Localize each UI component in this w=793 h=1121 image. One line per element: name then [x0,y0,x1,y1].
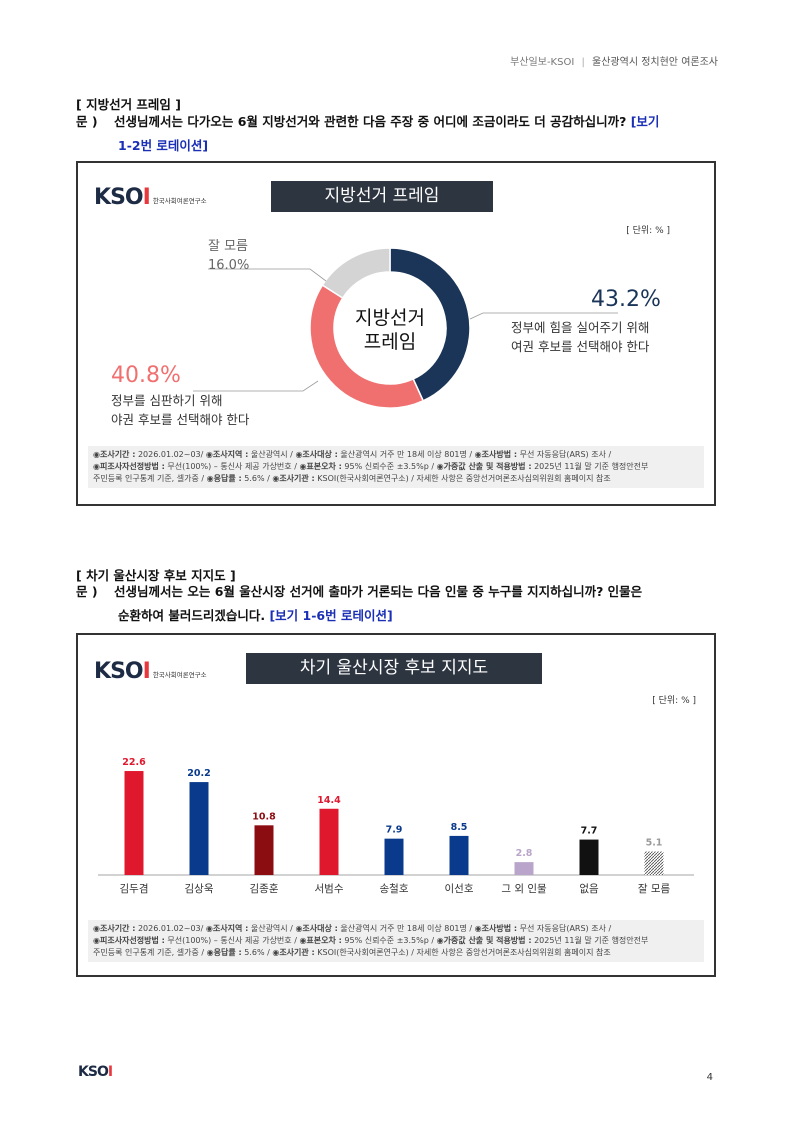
question-tag-cont: 1-2번 로테이션] [118,138,209,153]
survey-footnote: ◉조사기간 : 2026.01.02~03/ ◉조사지역 : 울산광역시 / ◉… [88,920,704,962]
x-tick-label: 없음 [579,882,599,895]
bar-5 [384,838,404,875]
donut-center-label: 프레임 [364,331,416,353]
bar-value-label: 22.6 [122,757,146,768]
bar-chart: 22.6 김두겸 20.2 김상욱 10.8 김종훈 14.4 서범수 7.9 송철호 8.5 이선호… [98,757,694,895]
footer-logo: KSOI [78,1064,113,1080]
chart-panel-frame: KSOI 한국사회여론연구소 지방선거 프레임 [ 단위: % ] 지방선거 프레… [76,161,716,506]
chart-title: 지방선거 프레임 [271,181,493,212]
bar-value-label: 5.1 [646,838,663,849]
bar-8 [579,839,599,875]
bar-6 [449,835,469,875]
question-prefix: 문 ) [76,584,98,599]
bar-7 [514,862,534,875]
unit-label: [ 단위: % ] [626,226,670,236]
x-tick-label: 이선호 [445,883,474,895]
bar-value-label: 20.2 [187,768,210,779]
bar-3 [254,825,274,875]
donut-slice-1 [389,247,471,402]
question-text-cont: 순환하여 불러드리겠습니다. [118,608,266,623]
leader-line-1 [469,312,618,320]
unit-label: [ 단위: % ] [652,696,696,706]
donut-center-label: 지방선거 [355,307,425,329]
x-tick-label: 서범수 [315,883,344,895]
x-tick-label: 김종훈 [250,882,279,895]
question-prefix: 문 ) [76,114,98,129]
slice-desc-3: 잘 모름 16.0% [208,239,250,273]
page-header: 부산일보-KSOI | 울산광역시 정치현안 여론조사 [510,53,718,68]
bar-9 [644,851,664,875]
header-right: 울산광역시 정치현안 여론조사 [592,57,718,68]
slice-desc-1: 정부에 힘을 실어주기 위해 여권 후보를 선택해야 한다 [511,320,650,354]
header-left: 부산일보-KSOI [510,57,575,68]
bar-value-label: 14.4 [317,795,341,806]
leader-line-2 [193,380,319,392]
chart-title: 차기 울산시장 후보 지지도 [246,653,542,684]
bar-2 [189,782,209,875]
x-tick-label: 그 외 인물 [501,883,547,895]
question-text: 선생님께서는 오는 6월 울산시장 선거에 출마가 거론되는 다음 인물 중 누… [114,584,643,599]
x-tick-label: 송철호 [380,883,409,895]
bar-value-label: 7.9 [386,825,403,836]
leader-line-3 [208,268,327,282]
question-text: 선생님께서는 다가오는 6월 지방선거와 관련한 다음 주장 중 어디에 조금이… [114,114,627,129]
bar-4 [319,808,339,875]
question-tag: [보기 1-6번 로테이션] [269,608,393,623]
ksoi-logo: KSOI 한국사회여론연구소 [94,185,207,210]
section1-title: [ 지방선거 프레임 ] [76,97,181,112]
header-separator: | [581,57,585,68]
slice-value-2: 40.8% [111,363,181,388]
bar-value-label: 10.8 [252,811,276,822]
section2-title: [ 차기 울산시장 후보 지지도 ] [76,568,236,583]
survey-footnote: ◉조사기간 : 2026.01.02~03/ ◉조사지역 : 울산광역시 / ◉… [88,446,704,488]
chart-panel-frame: KSOI 한국사회여론연구소 차기 울산시장 후보 지지도 [ 단위: % ] … [76,633,716,977]
section2-question: 문 ) 선생님께서는 오는 6월 울산시장 선거에 출마가 거론되는 다음 인물 … [76,580,716,628]
slice-desc-2: 정부를 심판하기 위해 야권 후보를 선택해야 한다 [111,393,250,427]
bar-value-label: 7.7 [581,826,598,837]
bar-value-label: 2.8 [516,848,533,859]
question-tag: [보기 [630,114,660,129]
x-tick-label: 김상욱 [185,883,214,895]
section1-question: 문 ) 선생님께서는 다가오는 6월 지방선거와 관련한 다음 주장 중 어디에 … [76,110,716,158]
donut-slice-3 [321,247,391,300]
bar-value-label: 8.5 [451,822,468,833]
bar-1 [124,771,144,875]
ksoi-logo: KSOI 한국사회여론연구소 [94,659,207,684]
x-tick-label: 잘 모름 [638,883,671,895]
x-tick-label: 김두겸 [120,883,149,895]
page-number: 4 [706,1072,713,1083]
slice-value-1: 43.2% [591,287,661,312]
